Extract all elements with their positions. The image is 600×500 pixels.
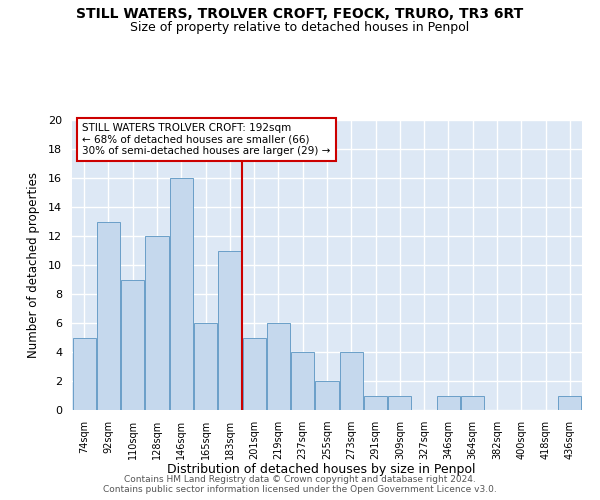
Bar [170,178,193,410]
Text: Contains public sector information licensed under the Open Government Licence v3: Contains public sector information licen… [103,484,497,494]
Bar [437,396,460,410]
Bar [194,323,217,410]
Bar [242,338,266,410]
Bar [461,396,484,410]
Bar [218,250,241,410]
Bar [388,396,412,410]
Bar [291,352,314,410]
Bar [145,236,169,410]
Text: STILL WATERS TROLVER CROFT: 192sqm
← 68% of detached houses are smaller (66)
30%: STILL WATERS TROLVER CROFT: 192sqm ← 68%… [82,123,331,156]
Text: Distribution of detached houses by size in Penpol: Distribution of detached houses by size … [167,464,475,476]
Bar [267,323,290,410]
Text: STILL WATERS, TROLVER CROFT, FEOCK, TRURO, TR3 6RT: STILL WATERS, TROLVER CROFT, FEOCK, TRUR… [76,8,524,22]
Bar [73,338,95,410]
Bar [316,381,338,410]
Bar [364,396,387,410]
Text: Size of property relative to detached houses in Penpol: Size of property relative to detached ho… [130,21,470,34]
Bar [559,396,581,410]
Bar [97,222,120,410]
Y-axis label: Number of detached properties: Number of detached properties [27,172,40,358]
Bar [340,352,363,410]
Bar [121,280,144,410]
Text: Contains HM Land Registry data © Crown copyright and database right 2024.: Contains HM Land Registry data © Crown c… [124,475,476,484]
